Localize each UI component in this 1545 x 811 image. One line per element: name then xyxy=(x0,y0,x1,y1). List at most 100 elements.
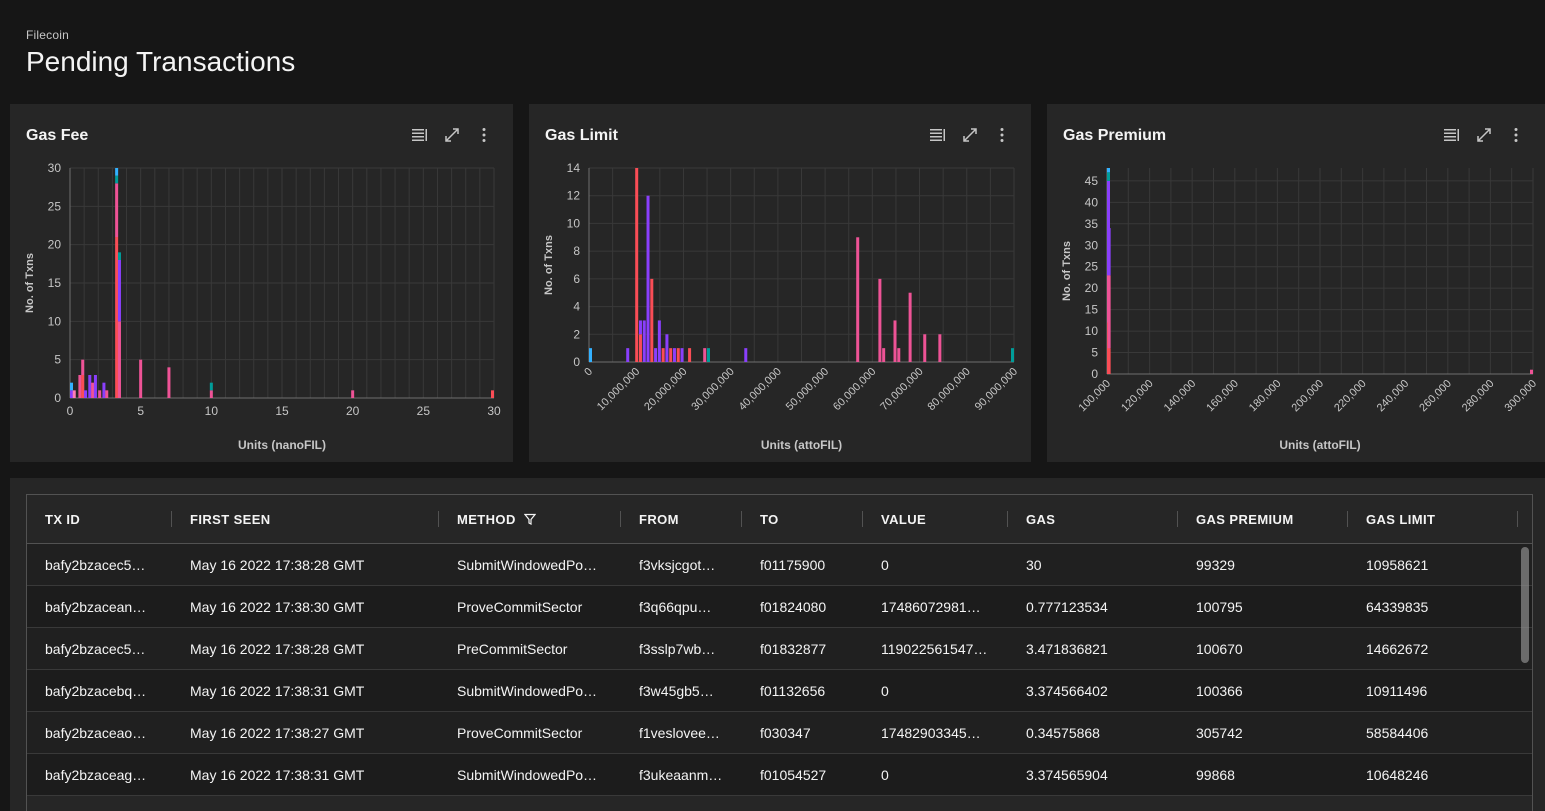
column-header-tx-id[interactable]: TX ID xyxy=(45,511,81,527)
histogram-bar[interactable] xyxy=(81,375,85,398)
histogram-bar[interactable] xyxy=(167,367,171,398)
histogram-bar[interactable] xyxy=(638,320,642,335)
column-divider[interactable] xyxy=(171,511,172,527)
expand-icon[interactable] xyxy=(961,126,979,144)
expand-icon[interactable] xyxy=(443,126,461,144)
column-divider[interactable] xyxy=(741,511,742,527)
histogram-bar[interactable] xyxy=(856,237,860,362)
histogram-bar[interactable] xyxy=(897,348,901,362)
table-row[interactable]: bafy2bzaceao… May 16 2022 17:38:27 GMT Pro… xyxy=(27,712,1532,754)
histogram-bar[interactable] xyxy=(91,382,95,398)
histogram-bar[interactable] xyxy=(1107,228,1111,276)
list-icon[interactable] xyxy=(929,126,947,144)
expand-icon[interactable] xyxy=(1475,126,1493,144)
histogram-bar[interactable] xyxy=(923,334,927,362)
table-row[interactable]: bafy2bzacec5… May 16 2022 17:38:28 GMT Pre… xyxy=(27,628,1532,670)
histogram-bar[interactable] xyxy=(88,375,92,398)
table-row[interactable]: bafy2bzacebq… May 16 2022 17:38:31 GMT Sub… xyxy=(27,670,1532,712)
histogram-bar[interactable] xyxy=(102,382,106,398)
histogram-bar[interactable] xyxy=(1107,172,1110,181)
column-divider[interactable] xyxy=(620,511,621,527)
histogram-bar[interactable] xyxy=(1011,348,1014,362)
histogram-bar[interactable] xyxy=(938,334,942,362)
histogram-bar[interactable] xyxy=(669,348,673,362)
histogram-bar[interactable] xyxy=(638,334,642,362)
column-header-gas-limit[interactable]: GAS LIMIT xyxy=(1366,511,1436,527)
column-divider[interactable] xyxy=(1177,511,1178,527)
overflow-menu-icon[interactable] xyxy=(993,126,1011,144)
table-scrollbar[interactable] xyxy=(1521,547,1529,663)
column-divider[interactable] xyxy=(1347,511,1348,527)
histogram-bar[interactable] xyxy=(117,260,121,322)
histogram-bar[interactable] xyxy=(491,390,494,398)
histogram-bar[interactable] xyxy=(893,320,897,362)
histogram-bar[interactable] xyxy=(672,348,676,362)
histogram-bar[interactable] xyxy=(878,278,882,362)
histogram-bar[interactable] xyxy=(105,390,109,398)
histogram-bar[interactable] xyxy=(626,348,630,362)
histogram-bar[interactable] xyxy=(70,382,73,391)
histogram-bar[interactable] xyxy=(646,195,650,362)
column-header-method[interactable]: METHOD xyxy=(457,495,536,543)
histogram-bar[interactable] xyxy=(117,321,121,398)
list-icon[interactable] xyxy=(1443,126,1461,144)
histogram-bar[interactable] xyxy=(351,390,355,398)
histogram-bar[interactable] xyxy=(882,348,886,362)
column-divider[interactable] xyxy=(438,511,439,527)
histogram-bar[interactable] xyxy=(139,359,143,398)
histogram-bar[interactable] xyxy=(117,252,121,260)
overflow-menu-icon[interactable] xyxy=(1507,126,1525,144)
list-icon[interactable] xyxy=(411,126,429,144)
histogram-bar[interactable] xyxy=(115,168,119,176)
histogram-bar[interactable] xyxy=(706,348,710,362)
column-divider[interactable] xyxy=(862,511,863,527)
histogram-bar[interactable] xyxy=(115,183,119,237)
column-header-first-seen[interactable]: FIRST SEEN xyxy=(190,511,271,527)
histogram-bar[interactable] xyxy=(665,334,669,362)
histogram-bar[interactable] xyxy=(209,382,213,391)
histogram-bar[interactable] xyxy=(93,375,97,398)
overflow-menu-icon[interactable] xyxy=(475,126,493,144)
histogram-bar[interactable] xyxy=(1107,348,1111,374)
histogram-bar[interactable] xyxy=(78,375,82,398)
column-header-from[interactable]: FROM xyxy=(639,511,679,527)
x-tick-label: 90,000,000 xyxy=(973,366,1020,413)
histogram-bar[interactable] xyxy=(115,175,119,184)
histogram-bar[interactable] xyxy=(72,390,76,398)
histogram-bar[interactable] xyxy=(98,390,102,398)
histogram-bar[interactable] xyxy=(81,359,85,375)
histogram-bar[interactable] xyxy=(657,320,661,362)
histogram-bar[interactable] xyxy=(650,278,654,362)
x-tick-label: 40,000,000 xyxy=(737,366,784,413)
histogram-bar[interactable] xyxy=(654,348,658,362)
table-row[interactable]: bafy2bzacean… May 16 2022 17:38:30 GMT Pro… xyxy=(27,586,1532,628)
column-header-gas-premium[interactable]: GAS PREMIUM xyxy=(1196,511,1294,527)
histogram-bar[interactable] xyxy=(1107,180,1110,276)
histogram-bar[interactable] xyxy=(703,348,707,362)
filter-icon[interactable] xyxy=(523,513,536,525)
column-divider[interactable] xyxy=(1517,511,1518,527)
histogram-bar[interactable] xyxy=(589,348,592,362)
breadcrumb[interactable]: Filecoin xyxy=(26,28,69,42)
histogram-bar[interactable] xyxy=(209,390,213,398)
histogram-bar[interactable] xyxy=(744,348,748,362)
column-header-to[interactable]: TO xyxy=(760,511,779,527)
histogram-bar[interactable] xyxy=(908,292,912,362)
histogram-bar[interactable] xyxy=(661,348,665,362)
histogram-bar[interactable] xyxy=(84,390,88,398)
histogram-bar[interactable] xyxy=(115,237,119,398)
column-header-gas[interactable]: GAS xyxy=(1026,511,1056,527)
histogram-bar[interactable] xyxy=(676,348,680,362)
table-row[interactable]: bafy2bzacec5… May 16 2022 17:38:28 GMT Sub… xyxy=(27,544,1532,586)
table-row[interactable]: bafy2bzaceag… May 16 2022 17:38:31 GMT Sub… xyxy=(27,754,1532,796)
histogram-bar[interactable] xyxy=(1530,369,1533,374)
histogram-bar[interactable] xyxy=(1107,275,1111,349)
histogram-bar[interactable] xyxy=(70,390,73,398)
histogram-bar[interactable] xyxy=(688,348,692,362)
histogram-bar[interactable] xyxy=(680,348,684,362)
histogram-bar[interactable] xyxy=(635,168,639,362)
histogram-bar[interactable] xyxy=(642,320,646,362)
column-divider[interactable] xyxy=(1007,511,1008,527)
histogram-bar[interactable] xyxy=(1107,168,1110,173)
column-header-value[interactable]: VALUE xyxy=(881,511,927,527)
